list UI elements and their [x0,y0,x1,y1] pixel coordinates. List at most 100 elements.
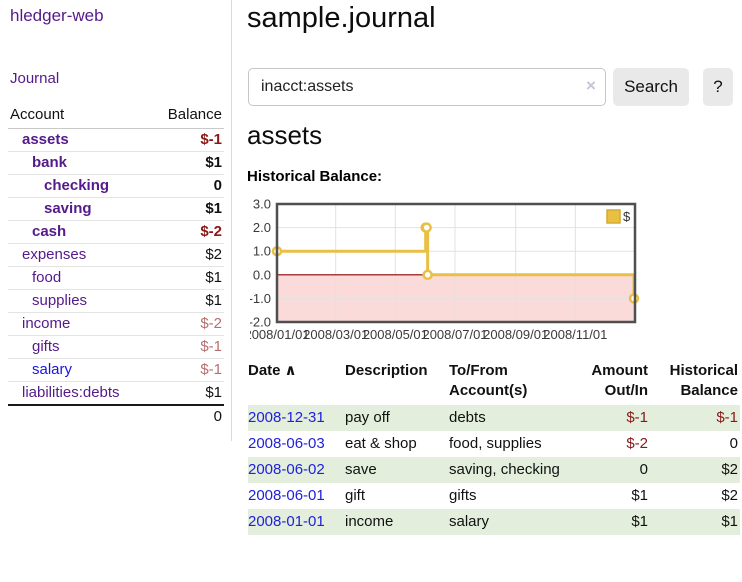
historical-balance-chart: $3.0 2.0 1.0 0.0 -1.0 -2.0 2008/01/01 2008/03/0… [244,194,700,346]
account-balance: $-2 [150,312,224,336]
account-row: liabilities:debts $1 [8,381,224,406]
transaction-amount: 0 [639,461,648,478]
sidebar-divider [231,0,232,441]
y-axis-tick-label: -1.0 [250,291,271,306]
register-row: 2008-06-02 save saving, checking 0 $2 [248,457,740,483]
account-balance: $1 [150,151,224,175]
account-link-cash[interactable]: cash [32,223,67,240]
account-row: salary $-1 [8,358,224,382]
account-balance: $-1 [150,128,224,152]
x-axis-tick-label: 2008/05/01 [363,327,428,342]
account-link-expenses[interactable]: expenses [22,246,87,263]
account-link-gifts[interactable]: gifts [32,338,60,355]
date-column-header[interactable]: Date ∧ [248,362,297,379]
account-row: gifts $-1 [8,335,224,359]
account-row: saving $1 [8,197,224,221]
account-row: bank $1 [8,151,224,175]
account-balance-table: Account Balance assets $-1 bank $1 checkin… [8,102,224,428]
account-total-row: 0 [8,404,224,428]
search-input[interactable] [248,68,606,106]
transaction-amount: $-2 [626,435,648,452]
transaction-date-link[interactable]: 2008-06-03 [248,435,325,452]
x-axis-tick-label: 2008/01/01 [250,327,310,342]
account-column-header: Account [8,102,151,129]
page-title: sample.journal [247,2,436,34]
transaction-balance: 0 [729,435,738,452]
account-link-supplies[interactable]: supplies [32,292,88,309]
transaction-accounts: salary [449,513,490,530]
sidebar-item-journal[interactable]: Journal [10,70,60,87]
account-link-food[interactable]: food [32,269,62,286]
account-row: food $1 [8,266,224,290]
transaction-balance: $2 [721,461,738,478]
transaction-balance: $1 [721,513,738,530]
balance-column-header: Balance [150,102,224,129]
search-button[interactable]: Search [613,68,689,106]
clear-search-icon[interactable]: × [586,76,596,95]
account-row: income $-2 [8,312,224,336]
transaction-date-link[interactable]: 2008-01-01 [248,513,325,530]
account-row: assets $-1 [8,128,224,152]
register-row: 2008-01-01 income salary $1 $1 [248,509,740,535]
legend-label: $ [623,209,631,224]
y-axis-tick-label: -2.0 [250,315,271,330]
transaction-description: save [345,461,377,478]
account-row: expenses $2 [8,243,224,267]
register-row: 2008-06-03 eat & shop food, supplies $-2… [248,431,740,457]
chart-title: Historical Balance: [247,168,383,185]
chart-canvas: $3.0 2.0 1.0 0.0 -1.0 -2.02008/01/012008/03/0… [244,197,640,342]
account-link-assets[interactable]: assets [22,131,69,148]
y-axis-tick-label: 0.0 [253,267,271,282]
transaction-date-link[interactable]: 2008-06-01 [248,487,325,504]
account-link-bank[interactable]: bank [32,154,68,171]
y-axis-tick-label: 2.0 [253,220,271,235]
account-link-salary[interactable]: salary [32,361,73,378]
account-balance: $1 [150,266,224,290]
help-button[interactable]: ? [703,68,733,106]
transaction-description: pay off [345,409,390,426]
transaction-accounts: food, supplies [449,435,542,452]
balance-column-header: Historical Balance [669,362,738,399]
app-title-link[interactable]: hledger-web [10,6,104,25]
account-balance: $1 [150,381,224,406]
x-axis-tick-label: 2008/07/01 [422,327,487,342]
transaction-description: eat & shop [345,435,417,452]
y-axis-tick-label: 3.0 [253,197,271,212]
account-balance: $-1 [150,335,224,359]
account-link-saving[interactable]: saving [44,200,92,217]
transaction-accounts: gifts [449,487,477,504]
transaction-balance: $2 [721,487,738,504]
account-row: cash $-2 [8,220,224,244]
register-row: 2008-06-01 gift gifts $1 $2 [248,483,740,509]
accounts-total: 0 [150,404,224,428]
transaction-balance: $-1 [716,409,738,426]
account-column-header: To/From Account(s) [449,362,528,399]
account-row: supplies $1 [8,289,224,313]
transaction-date-link[interactable]: 2008-06-02 [248,461,325,478]
data-point-marker [422,269,433,281]
register-row: 2008-12-31 pay off debts $-1 $-1 [248,405,740,431]
transaction-description: gift [345,487,366,504]
account-balance: $1 [150,289,224,313]
register-header-row: Date ∧ Description To/From Account(s) Amo… [248,358,740,405]
account-row: checking 0 [8,174,224,198]
x-axis-tick-label: 2008/09/01 [483,327,548,342]
transaction-accounts: debts [449,409,486,426]
account-link-liabilities-debts[interactable]: liabilities:debts [22,384,120,401]
y-axis-tick-label: 1.0 [253,244,271,259]
x-axis-tick-label: 2008/11/01 [543,327,607,342]
account-balance: $-2 [150,220,224,244]
account-balance: $2 [150,243,224,267]
transaction-amount: $-1 [626,409,648,426]
account-link-income[interactable]: income [22,315,71,332]
sort-ascending-icon: ∧ [284,362,297,379]
x-axis-tick-label: 2008/03/01 [303,327,368,342]
account-link-checking[interactable]: checking [44,177,110,194]
legend-swatch [606,209,621,224]
transaction-date-link[interactable]: 2008-12-31 [248,409,325,426]
filtered-account-heading: assets [247,120,323,150]
account-balance: $1 [150,197,224,221]
amount-column-header: Amount Out/In [591,362,648,399]
transaction-amount: $1 [631,513,648,530]
description-column-header: Description [345,362,428,379]
